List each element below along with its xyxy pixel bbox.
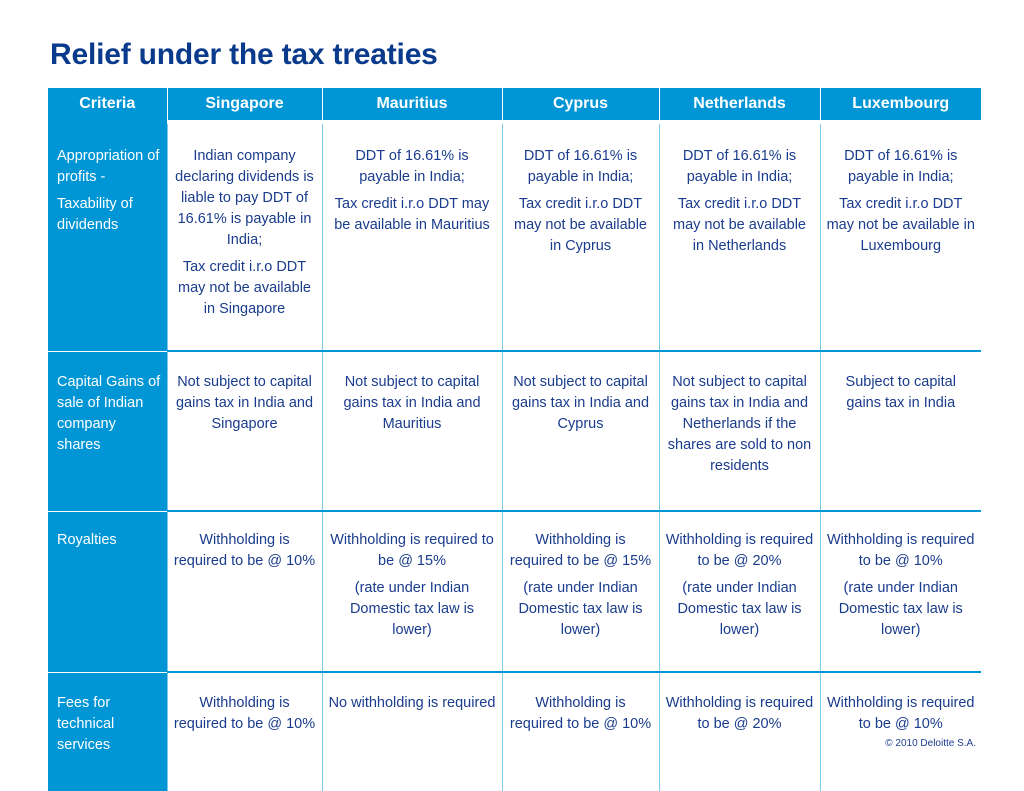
cell-text: Not subject to capital gains tax in Indi… [343, 374, 481, 432]
header-cyprus: Cyprus [501, 88, 659, 120]
cell-singapore: Not subject to capital gains tax in Indi… [166, 350, 322, 511]
cell-luxembourg: Withholding is required to be @ 10% (rat… [819, 510, 981, 672]
cell-text: Withholding is required to be @ 10% [173, 695, 316, 732]
cell-singapore: Withholding is required to be @ 10% [166, 671, 322, 791]
table-row: Royalties Withholding is required to be … [48, 510, 981, 672]
cell-text: Not subject to capital gains tax in Indi… [175, 374, 314, 432]
cell-text: Withholding is required to be @ 10% [827, 532, 975, 569]
cell-luxembourg: Withholding is required to be @ 10% [819, 671, 981, 791]
tax-treaty-table: Criteria Singapore Mauritius Cyprus Neth… [48, 88, 981, 791]
header-criteria: Criteria [48, 88, 167, 120]
cell-text: No withholding is required [328, 695, 496, 711]
cell-text: DDT of 16.61% is payable in India; [523, 148, 638, 185]
page-title: Relief under the tax treaties [50, 38, 438, 71]
cell-singapore: Indian company declaring dividends is li… [166, 124, 322, 351]
criteria-text: Appropriation of profits - [57, 148, 160, 185]
header-luxembourg: Luxembourg [819, 88, 981, 120]
cell-cyprus: Withholding is required to be @ 15% (rat… [501, 510, 659, 672]
cell-text: Tax credit i.r.o DDT may be available in… [334, 196, 490, 233]
criteria-cell: Appropriation of profits - Taxability of… [48, 124, 167, 351]
criteria-cell: Capital Gains of sale of Indian company … [48, 350, 167, 511]
cell-text: Tax credit i.r.o DDT may not be availabl… [514, 196, 647, 254]
cell-text: (rate under Indian Domestic tax law is l… [518, 580, 643, 638]
cell-text: Withholding is required to be @ 10% [173, 532, 316, 569]
cell-mauritius: DDT of 16.61% is payable in India; Tax c… [321, 124, 502, 351]
cell-text: Tax credit i.r.o DDT may not be availabl… [826, 196, 975, 254]
header-mauritius: Mauritius [321, 88, 502, 120]
table-row: Fees for technical services Withholding … [48, 671, 981, 791]
cell-luxembourg: Subject to capital gains tax in India [819, 350, 981, 511]
criteria-text: Fees for technical services [57, 694, 115, 753]
criteria-cell: Fees for technical services [48, 671, 167, 791]
cell-mauritius: No withholding is required [321, 671, 502, 791]
cell-text: DDT of 16.61% is payable in India; [844, 148, 958, 185]
cell-text: Not subject to capital gains tax in Indi… [667, 374, 812, 474]
cell-mauritius: Withholding is required to be @ 15% (rat… [321, 510, 502, 672]
cell-text: Withholding is required to be @ 15% [330, 532, 494, 569]
cell-text: Withholding is required to be @ 15% [509, 532, 652, 569]
cell-text: Tax credit i.r.o DDT may not be availabl… [178, 259, 311, 317]
cell-text: Withholding is required to be @ 20% [665, 695, 814, 732]
cell-text: (rate under Indian Domestic tax law is l… [349, 580, 475, 638]
cell-cyprus: Withholding is required to be @ 10% [501, 671, 659, 791]
cell-text: Indian company declaring dividends is li… [175, 148, 314, 248]
cell-text: Tax credit i.r.o DDT may not be availabl… [673, 196, 806, 254]
criteria-text: Capital Gains of sale of Indian company … [57, 373, 161, 453]
header-gap [48, 120, 981, 124]
cell-netherlands: Withholding is required to be @ 20% (rat… [658, 510, 820, 672]
criteria-cell: Royalties [48, 510, 167, 672]
cell-netherlands: Withholding is required to be @ 20% [658, 671, 820, 791]
cell-text: (rate under Indian Domestic tax law is l… [677, 580, 802, 638]
cell-cyprus: DDT of 16.61% is payable in India; Tax c… [501, 124, 659, 351]
cell-cyprus: Not subject to capital gains tax in Indi… [501, 350, 659, 511]
cell-text: Subject to capital gains tax in India [845, 374, 956, 411]
cell-netherlands: DDT of 16.61% is payable in India; Tax c… [658, 124, 820, 351]
table-row: Appropriation of profits - Taxability of… [48, 124, 981, 351]
cell-singapore: Withholding is required to be @ 10% [166, 510, 322, 672]
cell-text: DDT of 16.61% is payable in India; [682, 148, 797, 185]
header-netherlands: Netherlands [658, 88, 820, 120]
cell-text: Withholding is required to be @ 10% [827, 695, 975, 732]
cell-text: Withholding is required to be @ 20% [665, 532, 814, 569]
copyright-footer: © 2010 Deloitte S.A. [885, 738, 976, 749]
cell-text: Withholding is required to be @ 10% [509, 695, 652, 732]
cell-luxembourg: DDT of 16.61% is payable in India; Tax c… [819, 124, 981, 351]
cell-text: Not subject to capital gains tax in Indi… [511, 374, 650, 432]
table-row: Capital Gains of sale of Indian company … [48, 350, 981, 511]
criteria-text: Royalties [57, 531, 117, 548]
criteria-text: Taxability of dividends [57, 196, 133, 233]
table-header-row: Criteria Singapore Mauritius Cyprus Neth… [48, 88, 981, 120]
cell-text: (rate under Indian Domestic tax law is l… [838, 580, 963, 638]
header-singapore: Singapore [166, 88, 322, 120]
cell-netherlands: Not subject to capital gains tax in Indi… [658, 350, 820, 511]
cell-mauritius: Not subject to capital gains tax in Indi… [321, 350, 502, 511]
cell-text: DDT of 16.61% is payable in India; [355, 148, 469, 185]
